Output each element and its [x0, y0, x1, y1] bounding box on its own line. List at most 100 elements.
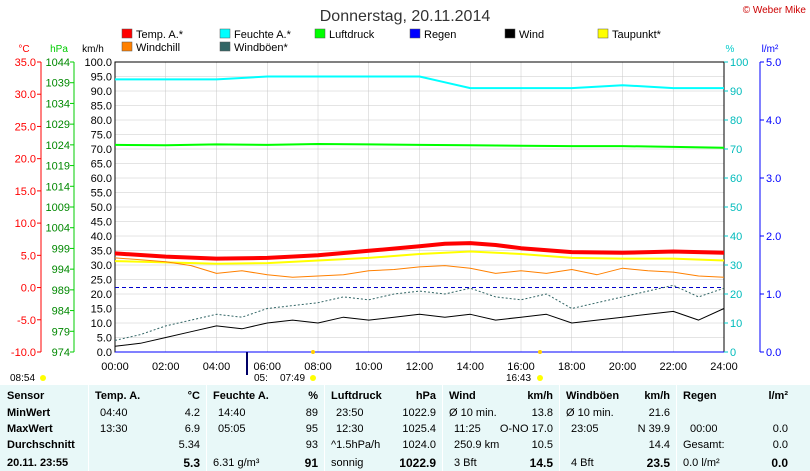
press-max-value: 1025.4	[402, 423, 436, 435]
press-avg-value: 1024.0	[402, 439, 436, 451]
sunset-time-label: 16:43	[506, 373, 531, 384]
kmh-tick-label: 30.0	[91, 260, 112, 272]
sunset-icon	[537, 375, 543, 381]
temp-min-value: 4.2	[184, 407, 200, 419]
kmh-tick-label: 100.0	[84, 57, 112, 69]
kmh-tick-label: 50.0	[91, 202, 112, 214]
kmh-tick-label: 25.0	[91, 275, 112, 287]
legend-label-luftdruck: Luftdruck	[329, 29, 375, 41]
chart-title: Donnerstag, 20.11.2014	[320, 8, 491, 25]
time-tick-label: 18:00	[558, 361, 586, 373]
celsius-tick-label: 15.0	[15, 186, 36, 198]
pressure-column: Luftdruck hPa 23:50 1022.9 12:30 1025.4 …	[324, 385, 443, 471]
sunrise-icon	[310, 375, 316, 381]
hum-unit: %	[308, 390, 318, 402]
legend-swatch	[597, 28, 609, 39]
hpa-tick-label: 1014	[46, 181, 70, 193]
hum-max-value: 95	[305, 423, 318, 435]
percent-tick-label: 60	[730, 173, 742, 185]
wind-avg10-value: 13.8	[531, 407, 553, 419]
gust-max-time: 23:05	[571, 423, 599, 435]
celsius-tick-label: -10.0	[11, 347, 36, 359]
wind-max-value: O-NO 17.0	[499, 423, 553, 435]
time-tick-label: 14:00	[456, 361, 484, 373]
rain-tick-label: 3.0	[766, 173, 781, 185]
hpa-tick-label: 1044	[46, 57, 70, 69]
rain-tick-label: 5.0	[766, 57, 781, 69]
min-label: MinWert	[7, 407, 51, 419]
chart-legend: Temp. A.* Feuchte A.* Luftdruck Regen Wind Ta…	[121, 28, 662, 54]
press-header: Luftdruck	[331, 390, 382, 402]
celsius-tick-label: -5.0	[17, 315, 36, 327]
hpa-tick-label: 989	[52, 285, 70, 297]
time-tick-label: 06:00	[253, 361, 281, 373]
kmh-tick-label: 40.0	[91, 231, 112, 243]
rain-column: Regen l/m² 00:00 0.0 Gesamt: 0.0 0.0 l/m…	[676, 385, 794, 471]
percent-tick-label: 40	[730, 231, 742, 243]
hum-min-value: 89	[305, 407, 318, 419]
max-label: MaxWert	[7, 423, 53, 435]
rain-header: Regen	[683, 390, 717, 402]
celsius-tick-label: 0.0	[21, 283, 36, 295]
celsius-tick-label: 20.0	[15, 154, 36, 166]
kmh-tick-label: 0.0	[97, 347, 112, 359]
hpa-tick-label: 1009	[46, 202, 70, 214]
sunset-axis-dot	[538, 350, 542, 354]
rain-unit: l/m²	[768, 390, 788, 402]
percent-tick-label: 0	[730, 347, 736, 359]
hpa-tick-label: 979	[52, 326, 70, 338]
gust-avg10-label: Ø 10 min.	[566, 407, 614, 419]
percent-tick-label: 30	[730, 260, 742, 272]
hum-absolute-humidity: 6.31 g/m³	[213, 457, 260, 469]
legend-label-windchill: Windchill	[136, 42, 180, 54]
time-tick-label: 04:00	[203, 361, 231, 373]
kmh-tick-label: 75.0	[91, 130, 112, 142]
rain-max-time: 00:00	[690, 423, 718, 435]
celsius-tick-label: 10.0	[15, 218, 36, 230]
plot-area	[114, 75, 725, 353]
temp-header: Temp. A.	[95, 390, 141, 402]
press-min-time: 23:50	[336, 407, 364, 419]
hpa-tick-label: 1004	[46, 223, 70, 235]
kmh-tick-label: 55.0	[91, 188, 112, 200]
weather-chart: Donnerstag, 20.11.2014 © Weber Mike Temp…	[10, 5, 806, 384]
celsius-tick-label: 30.0	[15, 89, 36, 101]
series-line-luftdruck	[114, 143, 725, 149]
gust-max-value: N 39.9	[637, 423, 670, 435]
dawn-time-label: 08:54	[10, 373, 35, 384]
series-line-wind	[114, 308, 725, 347]
legend-label-feuchte-a: Feuchte A.*	[234, 29, 292, 41]
hum-max-time: 05:05	[218, 423, 246, 435]
kmh-tick-label: 85.0	[91, 101, 112, 113]
hpa-tick-label: 1039	[46, 78, 70, 90]
sun-icon	[40, 375, 46, 381]
wind-avg-value: 10.5	[531, 439, 553, 451]
wind-header: Wind	[449, 390, 476, 402]
time-tick-label: 00:00	[101, 361, 129, 373]
percent-tick-label: 70	[730, 144, 742, 156]
kmh-tick-label: 80.0	[91, 115, 112, 127]
series-line-temp-a	[114, 241, 725, 261]
sunrise-axis-dot	[311, 350, 315, 354]
celsius-axis-unit: °C	[18, 44, 29, 55]
rain-axis-unit: l/m²	[762, 44, 779, 55]
time-tick-label: 10:00	[355, 361, 383, 373]
celsius-tick-label: 5.0	[21, 250, 36, 262]
sun-markers: 08:54 05: 07:49 16:43	[10, 350, 543, 384]
time-tick-label: 22:00	[659, 361, 687, 373]
hpa-tick-label: 984	[52, 306, 70, 318]
hum-min-time: 14:40	[218, 407, 246, 419]
hpa-tick-label: 1034	[46, 98, 70, 110]
hpa-tick-label: 994	[52, 264, 70, 276]
press-trend: ^1.5hPa/h	[331, 439, 381, 451]
gust-avg-value: 14.4	[648, 439, 670, 451]
rain-tick-label: 2.0	[766, 231, 781, 243]
statistics-table: Sensor MinWert MaxWert Durchschnitt 20.1…	[0, 385, 810, 471]
legend-swatch	[219, 41, 231, 52]
rain-current-value: 0.0	[771, 456, 788, 470]
gust-header: Windböen	[566, 390, 620, 402]
hpa-tick-label: 1024	[46, 140, 70, 152]
gust-unit: km/h	[644, 390, 670, 402]
series-line-windchill	[114, 257, 725, 278]
rain-total-value: 0.0	[772, 439, 788, 451]
